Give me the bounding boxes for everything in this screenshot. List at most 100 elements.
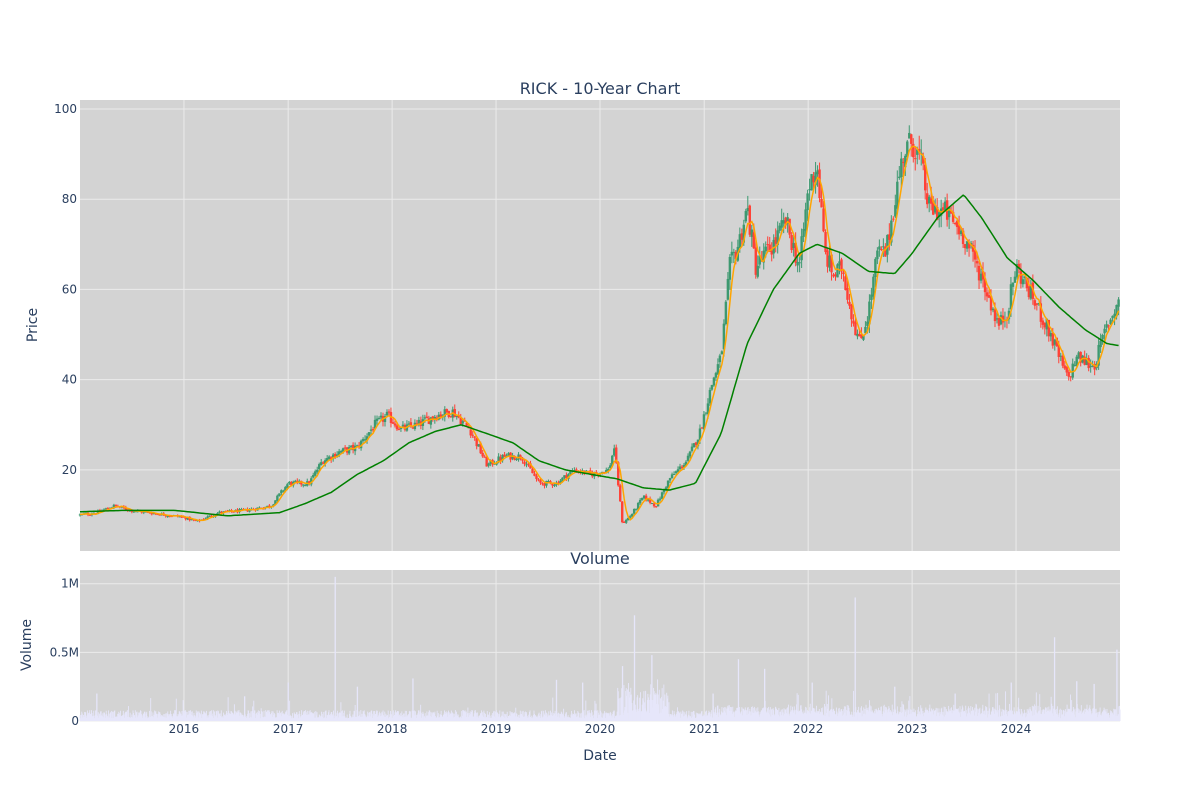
volume-bar — [388, 718, 390, 721]
volume-bar — [243, 716, 244, 721]
candle-body — [1089, 366, 1092, 368]
volume-bar — [145, 713, 147, 721]
volume-bar — [514, 716, 516, 721]
volume-bar — [122, 715, 124, 721]
volume-bar — [1087, 710, 1089, 721]
candle-body — [282, 490, 285, 492]
candle-body — [387, 411, 391, 413]
volume-bar — [179, 712, 181, 721]
volume-bar — [309, 710, 311, 721]
volume-bar — [684, 712, 686, 721]
candle-body — [537, 479, 540, 481]
candle-body — [654, 506, 658, 508]
volume-bar — [1009, 710, 1011, 721]
volume-bar — [809, 707, 811, 721]
volume-bar — [798, 711, 800, 721]
volume-bar — [853, 690, 854, 721]
volume-bar — [450, 710, 452, 721]
price-grid — [80, 100, 1120, 551]
volume-bar — [1019, 708, 1021, 721]
volume-bar — [1060, 718, 1062, 721]
volume-bar — [171, 716, 173, 721]
volume-bar — [163, 717, 165, 721]
volume-bar — [589, 717, 591, 721]
volume-bar — [482, 716, 484, 721]
volume-bar — [274, 714, 276, 721]
volume-bar — [338, 717, 340, 721]
volume-bar — [865, 714, 866, 721]
volume-bar — [841, 709, 842, 721]
volume-bar — [601, 717, 603, 721]
volume-bar — [147, 716, 149, 721]
volume-bar — [996, 712, 998, 721]
volume-bar — [980, 714, 981, 721]
volume-bar — [440, 714, 442, 721]
candle-body — [312, 474, 315, 478]
volume-bar — [1090, 710, 1092, 721]
candle-body — [692, 443, 696, 448]
volume-bar — [318, 714, 320, 721]
candle-body — [842, 272, 845, 275]
volume-bar — [347, 718, 349, 721]
candle-body — [886, 234, 889, 255]
volume-bar — [251, 717, 252, 721]
volume-bar — [996, 710, 997, 721]
volume-bar — [175, 710, 177, 721]
volume-bar — [742, 708, 744, 721]
volume-bar — [952, 710, 954, 721]
volume-bar — [540, 711, 542, 721]
volume-bar — [670, 715, 672, 721]
volume-bar — [804, 712, 805, 721]
volume-bar — [346, 714, 348, 721]
candle-body — [818, 169, 821, 199]
volume-bar — [187, 714, 189, 721]
volume-bar — [825, 690, 827, 721]
volume-bar — [580, 717, 582, 721]
volume-bar — [455, 715, 457, 721]
volume-bar — [624, 707, 626, 721]
volume-bar — [531, 715, 533, 721]
volume-bar — [813, 708, 815, 721]
candle-body — [670, 474, 674, 479]
volume-bar — [1042, 711, 1044, 721]
candle-body — [445, 409, 448, 413]
volume-bar — [345, 717, 346, 721]
volume-bar — [1089, 705, 1091, 721]
candle-body — [439, 414, 443, 417]
volume-bar — [370, 716, 371, 721]
volume-bar — [431, 712, 433, 721]
volume-bar — [935, 709, 936, 721]
volume-bar — [674, 713, 676, 721]
volume-bar — [1115, 709, 1116, 721]
volume-bar — [134, 715, 136, 721]
volume-bar — [216, 711, 218, 721]
volume-bar — [89, 710, 91, 721]
volume-bar — [152, 712, 154, 721]
volume-bar — [302, 711, 304, 721]
candle-body — [318, 464, 321, 470]
volume-bar — [844, 712, 846, 721]
volume-bar — [640, 712, 642, 721]
volume-bar — [117, 713, 119, 721]
volume-bar — [678, 713, 680, 721]
volume-bar — [850, 714, 852, 721]
volume-bar — [1114, 709, 1116, 721]
candle-body — [507, 453, 510, 457]
volume-bar — [392, 717, 394, 721]
volume-bar — [706, 710, 708, 721]
volume-bar — [1006, 716, 1008, 721]
volume-peak-bar — [954, 693, 956, 721]
volume-bar — [450, 713, 452, 721]
volume-bar — [138, 712, 140, 721]
volume-bar — [1080, 711, 1082, 721]
volume-bar — [196, 713, 198, 721]
volume-bar — [352, 714, 354, 721]
volume-bar — [1105, 713, 1107, 721]
volume-bar — [214, 711, 215, 721]
candle-body — [266, 505, 269, 507]
volume-bar — [829, 710, 831, 721]
candle-body — [826, 250, 829, 267]
volume-bar — [200, 714, 202, 721]
volume-bar — [584, 718, 586, 721]
volume-bar — [842, 709, 844, 721]
